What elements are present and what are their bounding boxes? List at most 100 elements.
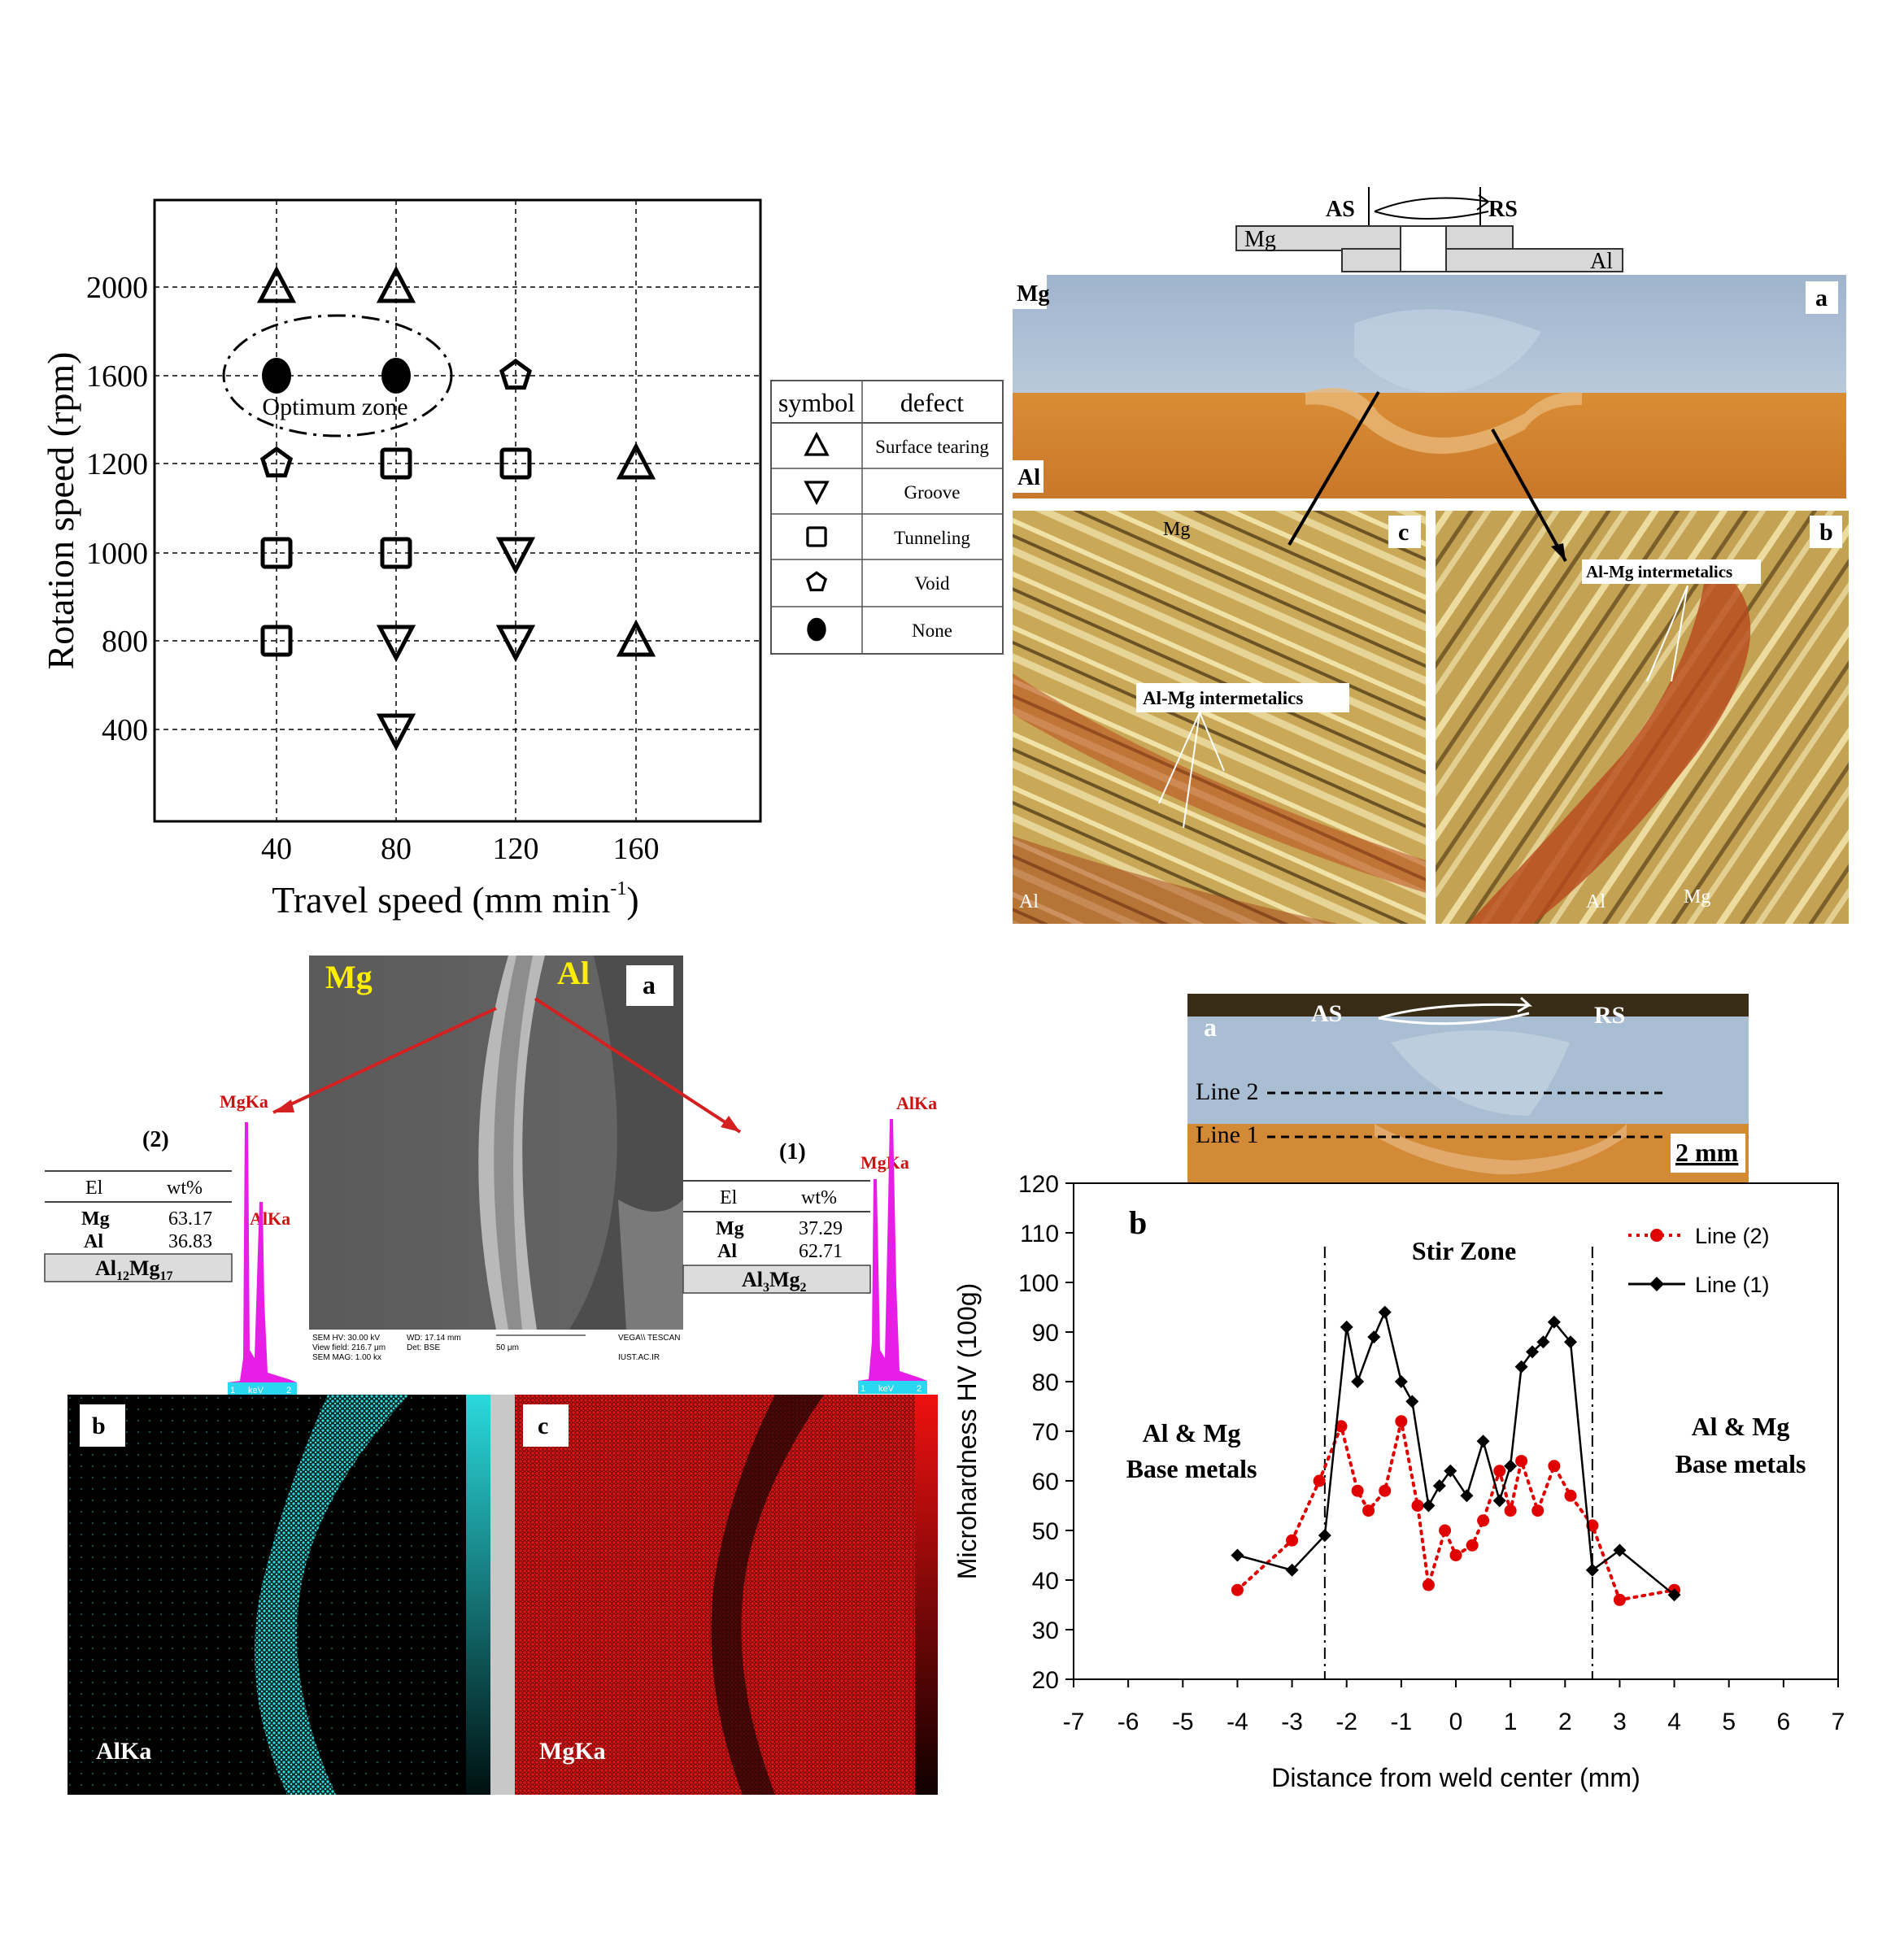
panel-a-al-label: Al xyxy=(1017,465,1040,490)
sem-meta-det: Det: BSE xyxy=(407,1343,440,1352)
point-80-400-groove xyxy=(376,713,416,751)
point2-number: (2) xyxy=(142,1127,169,1152)
schematic-mg-label: Mg xyxy=(1244,227,1276,252)
point-80-1200-tunneling xyxy=(380,447,412,480)
point-line-1-2 xyxy=(1318,1529,1331,1543)
point-80-1000-tunneling xyxy=(380,537,412,569)
schematic-al-plate xyxy=(1341,248,1623,272)
x-tick-40: 40 xyxy=(261,832,292,866)
point-line-2-5 xyxy=(1362,1504,1375,1517)
point1-peak-mg-label: MgKa xyxy=(861,1152,909,1173)
point-120-1600-void xyxy=(499,358,533,390)
point1-header-wt: wt% xyxy=(801,1187,837,1208)
legend-row-groove: Groove xyxy=(804,481,960,506)
point-line-2-6 xyxy=(1379,1484,1392,1497)
hardness-panel-letter: b xyxy=(1129,1204,1147,1241)
process-window-y-ticks: 2000 1600 1200 1000 800 400 xyxy=(86,271,148,747)
hardness-ylabel: Microhardness HV (100g) xyxy=(952,1283,982,1580)
legend-label-void: Void xyxy=(914,573,950,594)
schematic-mg-plate xyxy=(1235,225,1514,251)
point-line-2-18 xyxy=(1548,1460,1561,1473)
point2-row-mg-wt: 63.17 xyxy=(168,1208,212,1230)
point-40-1600-none xyxy=(262,358,291,394)
sem-scale-label: 50 μm xyxy=(496,1343,519,1352)
hv-y-tick-20: 20 xyxy=(1032,1667,1059,1694)
sem-meta-site: IUST.AC.IR xyxy=(618,1353,660,1362)
point-80-2000-surface-tearing xyxy=(376,265,416,303)
point-40-1000-tunneling xyxy=(260,537,293,569)
point1-number: (1) xyxy=(779,1139,806,1165)
legend-row-surface-tearing: Surface tearing xyxy=(804,431,989,457)
hardness-series xyxy=(1231,1305,1681,1606)
defect-legend-table: symbol defect Surface tearing Groove Tunne… xyxy=(770,380,1004,655)
hv-y-tick-30: 30 xyxy=(1032,1617,1059,1644)
point-line-2-21 xyxy=(1613,1593,1626,1606)
point-80-800-groove xyxy=(376,625,416,663)
panel-c-mg-label: Mg xyxy=(1163,519,1190,540)
hv-y-tick-80: 80 xyxy=(1032,1369,1059,1396)
point-line-1-0 xyxy=(1231,1548,1244,1562)
point-80-1600-none xyxy=(381,358,411,394)
hv-x-tick-2: -2 xyxy=(1335,1709,1357,1735)
point2-peak-mg-label: MgKa xyxy=(220,1091,268,1112)
x-tick-160: 160 xyxy=(613,832,660,866)
point1-axis-2: 2 xyxy=(917,1384,922,1394)
panel-c-callout: Al-Mg intermetalics xyxy=(1143,688,1303,708)
point-line-1-19 xyxy=(1547,1315,1561,1329)
point-line-2-14 xyxy=(1493,1465,1506,1478)
sem-meta-vendor: VEGA\\ TESCAN xyxy=(618,1334,681,1343)
hv-x-tick-1: -1 xyxy=(1391,1709,1413,1735)
panel-b-al-label: Al xyxy=(1586,891,1606,912)
micrograph-panel-c: Mg c Al-Mg intermetalics Al xyxy=(1013,511,1426,924)
optimum-zone-ellipse xyxy=(222,314,453,438)
point-line-1-21 xyxy=(1585,1563,1599,1577)
schematic-pin xyxy=(1400,225,1447,272)
hv-x-tick-4: 4 xyxy=(1667,1709,1681,1735)
panel-a-letter: a xyxy=(1815,285,1828,311)
schematic-rs-label: RS xyxy=(1488,197,1518,222)
point2-energy-axis xyxy=(228,1382,297,1395)
macro-letter: a xyxy=(1204,1012,1217,1042)
point-line-2-9 xyxy=(1422,1578,1435,1591)
hv-y-tick-120: 120 xyxy=(1018,1171,1059,1198)
left-base-label-1: Al & Mg xyxy=(1143,1418,1241,1448)
point-line-1-20 xyxy=(1564,1335,1577,1349)
point1-axis-kev: keV xyxy=(878,1384,895,1394)
hv-x-tick-5: 5 xyxy=(1722,1709,1736,1735)
map-separator xyxy=(490,1395,515,1795)
legend-header-symbol: symbol xyxy=(778,388,855,417)
sem-al-label: Al xyxy=(557,955,590,991)
point-line-1-5 xyxy=(1367,1330,1381,1344)
point-line-2-1 xyxy=(1286,1534,1299,1547)
legend-label-tunneling: Tunneling xyxy=(894,528,970,548)
square-icon xyxy=(806,526,827,547)
panel-c-letter: c xyxy=(1398,519,1409,546)
process-window-chart: 2000 1600 1200 1000 800 400 40 80 120 160 Optimu… xyxy=(40,198,762,921)
legend-label-surface-tearing: Surface tearing xyxy=(875,437,989,457)
point-line-2-12 xyxy=(1466,1539,1479,1552)
right-base-label-2: Base metals xyxy=(1675,1449,1806,1478)
point2-axis-1: 1 xyxy=(230,1386,235,1395)
sem-arrows xyxy=(272,997,742,1134)
point-line-1-17 xyxy=(1526,1345,1539,1359)
point-line-1-9 xyxy=(1422,1499,1436,1513)
point-line-2-3 xyxy=(1335,1420,1348,1433)
point-line-2-13 xyxy=(1477,1514,1490,1527)
point-120-800-groove xyxy=(495,625,536,663)
hv-x-tick-4: -4 xyxy=(1226,1709,1248,1735)
x-tick-80: 80 xyxy=(381,832,412,866)
filled-circle-icon xyxy=(807,617,826,642)
point1-row-mg-el: Mg xyxy=(716,1218,744,1239)
schematic-as-label: AS xyxy=(1326,197,1355,222)
point-160-1200-surface-tearing xyxy=(616,442,656,480)
triangle-down-icon xyxy=(804,481,830,506)
edx-map-al: b AlKa xyxy=(68,1395,490,1795)
hardness-macro-panel: AS RS a Line 2 Line 1 2 mm xyxy=(1187,994,1749,1191)
hv-x-tick-3: 3 xyxy=(1613,1709,1627,1735)
legend-row-void: Void xyxy=(805,571,950,594)
sem-image-panel: Mg Al a SEM HV: 30.00 kV View field: 216… xyxy=(309,955,683,1370)
point-line-1-23 xyxy=(1667,1588,1681,1602)
point-line-2-7 xyxy=(1395,1415,1408,1428)
point1-spectrum xyxy=(858,1119,927,1381)
map-c-label: MgKa xyxy=(539,1738,606,1765)
